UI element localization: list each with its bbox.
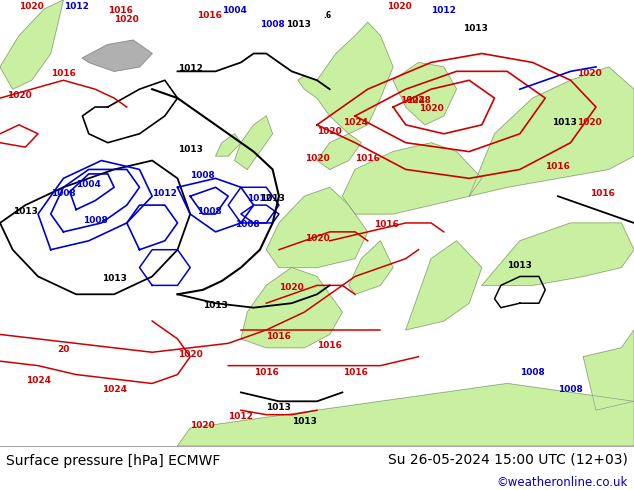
- Text: 1008: 1008: [260, 20, 285, 29]
- Text: 1016: 1016: [545, 163, 571, 172]
- Text: 1012: 1012: [431, 6, 456, 15]
- Text: 1016: 1016: [197, 11, 222, 20]
- Text: 1013: 1013: [507, 261, 533, 270]
- Text: 1008: 1008: [558, 386, 583, 394]
- Polygon shape: [178, 384, 634, 446]
- Text: 1020: 1020: [577, 118, 602, 127]
- Text: 1020: 1020: [304, 234, 330, 243]
- Text: 1024: 1024: [101, 386, 127, 394]
- Text: 1008: 1008: [82, 216, 108, 225]
- Text: 1013: 1013: [178, 145, 203, 153]
- Text: 1016: 1016: [108, 6, 133, 15]
- Text: 1013: 1013: [552, 118, 577, 127]
- Polygon shape: [241, 268, 342, 348]
- Text: 1020: 1020: [387, 2, 412, 11]
- Text: 1013: 1013: [266, 403, 292, 412]
- Text: 1020: 1020: [577, 69, 602, 78]
- Text: 1020: 1020: [114, 15, 139, 24]
- Text: 1012: 1012: [178, 64, 203, 74]
- Polygon shape: [317, 134, 361, 170]
- Text: 1020: 1020: [418, 104, 444, 114]
- Text: 1012: 1012: [247, 194, 273, 203]
- Polygon shape: [349, 241, 393, 294]
- Text: 1013: 1013: [101, 274, 127, 283]
- Text: 1020: 1020: [304, 153, 330, 163]
- Polygon shape: [393, 62, 456, 125]
- Text: 1012: 1012: [152, 189, 178, 198]
- Polygon shape: [82, 40, 152, 72]
- Text: Su 26-05-2024 15:00 UTC (12+03): Su 26-05-2024 15:00 UTC (12+03): [388, 452, 628, 466]
- Text: 1028: 1028: [406, 96, 431, 104]
- Polygon shape: [266, 187, 368, 268]
- Polygon shape: [482, 223, 634, 285]
- Polygon shape: [342, 143, 482, 214]
- Text: 1016: 1016: [342, 368, 368, 376]
- Text: 1016: 1016: [317, 341, 342, 350]
- Text: 1013: 1013: [285, 20, 311, 29]
- Text: 1008: 1008: [197, 207, 222, 216]
- Polygon shape: [583, 330, 634, 410]
- Text: 1020: 1020: [6, 91, 32, 100]
- Polygon shape: [216, 134, 241, 156]
- Text: Surface pressure [hPa] ECMWF: Surface pressure [hPa] ECMWF: [6, 454, 221, 468]
- Polygon shape: [298, 22, 393, 134]
- Text: 1020: 1020: [190, 421, 216, 430]
- Text: 1013: 1013: [260, 194, 285, 203]
- Text: ©weatheronline.co.uk: ©weatheronline.co.uk: [496, 476, 628, 489]
- Text: 1008: 1008: [51, 189, 76, 198]
- Text: 1013: 1013: [13, 207, 38, 216]
- Polygon shape: [0, 0, 63, 89]
- Text: 1016: 1016: [590, 189, 615, 198]
- Text: 20: 20: [57, 345, 70, 354]
- Polygon shape: [469, 67, 634, 196]
- Text: 1016: 1016: [254, 368, 279, 376]
- Polygon shape: [406, 241, 482, 330]
- Text: 1012: 1012: [228, 412, 254, 421]
- Text: 1008: 1008: [520, 368, 545, 376]
- Text: 1008: 1008: [235, 220, 260, 229]
- Text: 1004: 1004: [222, 6, 247, 15]
- Text: 1013: 1013: [203, 301, 228, 310]
- Text: 1020: 1020: [279, 283, 304, 292]
- Text: 1024: 1024: [342, 118, 368, 127]
- Text: 1013: 1013: [463, 24, 488, 33]
- Text: .6: .6: [323, 11, 332, 20]
- Text: 1024: 1024: [25, 376, 51, 386]
- Text: 1020: 1020: [19, 2, 44, 11]
- Text: 1016: 1016: [355, 153, 380, 163]
- Text: 1016: 1016: [266, 332, 292, 341]
- Text: 1008: 1008: [190, 172, 216, 180]
- Text: 1013: 1013: [292, 416, 317, 426]
- Text: 1020: 1020: [178, 350, 203, 359]
- Text: 1012: 1012: [63, 2, 89, 11]
- Text: 1024: 1024: [399, 96, 425, 104]
- Polygon shape: [235, 116, 273, 170]
- Text: 1016: 1016: [374, 220, 399, 229]
- Text: 1016: 1016: [51, 69, 76, 78]
- Text: 1020: 1020: [317, 127, 342, 136]
- Text: 1004: 1004: [76, 180, 101, 189]
